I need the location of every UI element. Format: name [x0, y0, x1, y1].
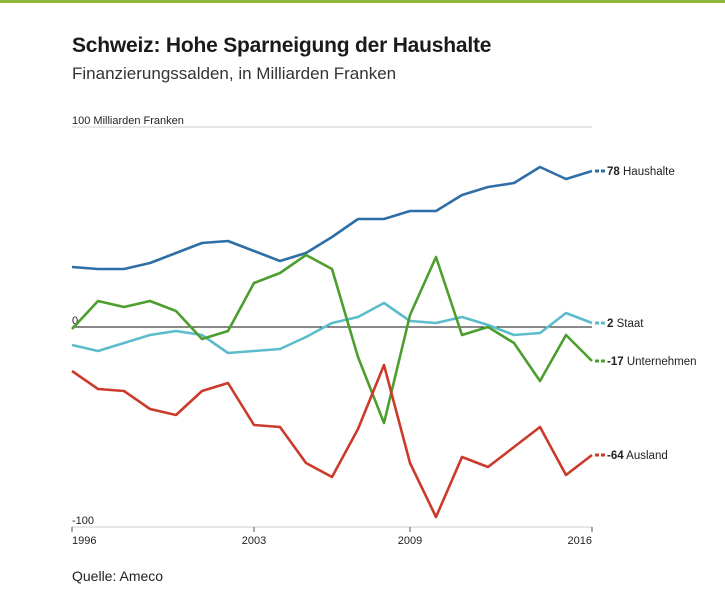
end-label-name-ausland: Ausland — [624, 450, 668, 462]
end-label-value-staat: 2 — [607, 318, 613, 330]
series-line-ausland — [71, 363, 593, 519]
series-end-labels: 78 Haushalte 2 Staat -17 Unternehmen -64 Au… — [595, 166, 697, 462]
end-label-name-staat: Staat — [613, 318, 644, 330]
x-tick-label-1996: 1996 — [72, 535, 96, 547]
end-label-haushalte: 78 Haushalte — [607, 166, 675, 178]
end-label-name-haushalte: Haushalte — [620, 166, 675, 178]
end-label-value-haushalte: 78 — [607, 166, 620, 178]
x-tick-label-2003: 2003 — [242, 535, 266, 547]
source-note: Quelle: Ameco — [72, 568, 164, 584]
end-label-staat: 2 Staat — [607, 318, 644, 330]
x-axis-ticks: 1996 2003 2009 2016 — [71, 527, 593, 547]
end-label-value-unternehmen: -17 — [607, 356, 624, 368]
series-line-haushalte — [71, 165, 593, 271]
x-tick-label-2009: 2009 — [398, 535, 422, 547]
y-axis-label: 100 Milliarden Franken — [72, 115, 184, 127]
series-line-staat — [71, 301, 593, 355]
x-tick-label-2016: 2016 — [568, 535, 592, 547]
series-lines — [71, 165, 593, 519]
end-label-value-ausland: -64 — [607, 450, 624, 462]
end-label-ausland: -64 Ausland — [607, 450, 668, 462]
y-tick-label-minus-100: -100 — [72, 515, 94, 527]
chart-title: Schweiz: Hohe Sparneigung der Haushalte — [72, 34, 492, 57]
y-tick-label-zero: 0 — [72, 315, 78, 327]
end-label-name-unternehmen: Unternehmen — [624, 356, 697, 368]
top-accent-rule — [0, 0, 725, 3]
end-label-unternehmen: -17 Unternehmen — [607, 356, 697, 368]
series-line-unternehmen — [71, 253, 593, 425]
chart-subtitle: Finanzierungssalden, in Milliarden Frank… — [72, 64, 397, 83]
